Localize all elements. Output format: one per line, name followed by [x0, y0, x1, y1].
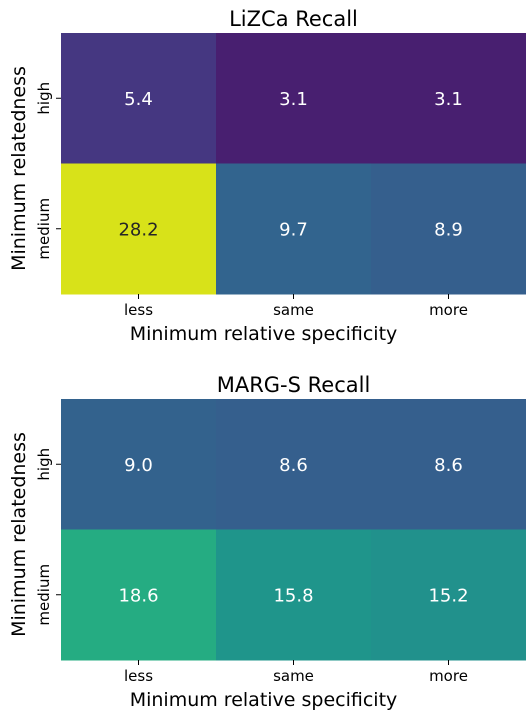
x-tick-label: more	[429, 301, 468, 319]
x-tick-label: less	[124, 301, 153, 319]
y-tick-label: medium	[35, 198, 53, 260]
y-tick-label: high	[35, 448, 53, 481]
heatmap-cell	[216, 33, 372, 164]
heatmap-cell	[61, 33, 217, 164]
chart-title: MARG-S Recall	[217, 373, 371, 397]
heatmap-panel-1: LiZCa Recall 5.4 3.1 3.1 28.2 9.7 8.9 less same m…	[8, 7, 526, 345]
x-tick-label: less	[124, 667, 153, 685]
cell-value-label: 8.6	[434, 455, 463, 476]
x-tick-label: same	[273, 301, 314, 319]
x-axis-label: Minimum relative specificity	[130, 689, 398, 711]
y-tick-label: medium	[35, 564, 53, 626]
cell-value-label: 8.9	[434, 219, 463, 240]
cell-value-label: 9.7	[279, 219, 308, 240]
cell-value-label: 28.2	[118, 219, 158, 240]
y-axis-label: Minimum relatedness	[8, 432, 30, 637]
heatmap-cell	[216, 529, 372, 661]
heatmap-cell	[61, 163, 217, 295]
heatmap-cell	[371, 33, 526, 164]
heatmap-cell	[216, 163, 372, 295]
heatmap-cell	[216, 399, 372, 530]
x-tick-label: same	[273, 667, 314, 685]
x-axis-label: Minimum relative specificity	[130, 323, 398, 345]
cell-value-label: 18.6	[118, 585, 158, 606]
heatmap-cell	[371, 163, 526, 295]
cell-value-label: 8.6	[279, 455, 308, 476]
y-axis-label: Minimum relatedness	[8, 66, 30, 271]
cell-value-label: 9.0	[124, 455, 153, 476]
x-tick-label: more	[429, 667, 468, 685]
chart-title: LiZCa Recall	[229, 7, 358, 31]
cell-value-label: 3.1	[434, 89, 463, 110]
cell-value-label: 5.4	[124, 89, 153, 110]
heatmap-cell	[371, 529, 526, 661]
y-tick-label: high	[35, 82, 53, 115]
heatmap-cell	[61, 399, 217, 530]
cell-value-label: 15.2	[428, 585, 468, 606]
heatmap-cell	[371, 399, 526, 530]
cell-value-label: 15.8	[273, 585, 313, 606]
heatmap-panel-2: MARG-S Recall 9.0 8.6 8.6 18.6 15.8 15.2 less sa…	[8, 373, 526, 711]
heatmap-cell	[61, 529, 217, 661]
cell-value-label: 3.1	[279, 89, 308, 110]
